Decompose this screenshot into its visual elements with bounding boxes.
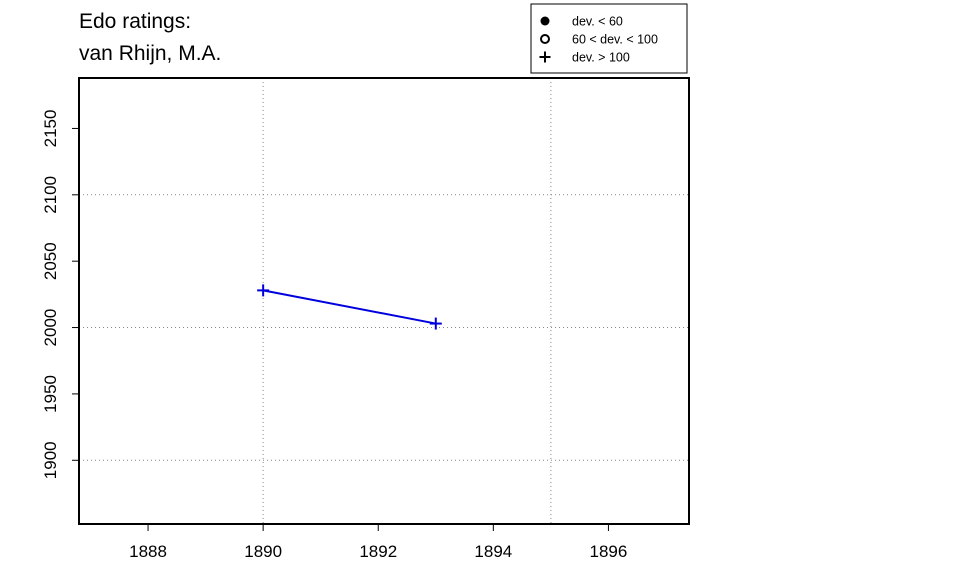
y-axis: 1900 1950 2000 2050 2100 2150	[41, 110, 79, 479]
series-layer	[257, 284, 442, 330]
series-line	[262, 289, 436, 325]
plot-frame	[78, 77, 690, 525]
legend-label: 60 < dev. < 100	[572, 33, 658, 47]
legend-box	[530, 3, 688, 74]
legend: dev. < 60 60 < dev. < 100 dev. > 100	[530, 3, 688, 74]
x-tick-label: 1896	[590, 542, 628, 561]
x-tick-label: 1892	[359, 542, 397, 561]
x-tick-label: 1890	[244, 542, 282, 561]
y-tick-label: 1900	[41, 441, 60, 479]
data-point	[429, 317, 442, 330]
y-tick-label: 2050	[41, 242, 60, 280]
data-point	[257, 284, 270, 297]
legend-label: dev. < 60	[572, 15, 623, 29]
y-tick-label: 2150	[41, 110, 60, 148]
legend-label: dev. > 100	[572, 51, 630, 65]
y-tick-label: 2000	[41, 309, 60, 347]
x-axis: 1888 1890 1892 1894 1896	[129, 524, 627, 561]
legend-open-circle-icon	[540, 34, 550, 44]
chart-title-line-1: Edo ratings:	[79, 10, 192, 33]
x-tick-label: 1888	[129, 542, 167, 561]
legend-filled-circle-icon	[540, 16, 550, 26]
x-tick-label: 1894	[474, 542, 512, 561]
grid-lines	[79, 78, 689, 524]
chart-title-line-2: van Rhijn, M.A.	[79, 42, 222, 65]
y-tick-label: 1950	[41, 375, 60, 413]
y-tick-label: 2100	[41, 176, 60, 214]
